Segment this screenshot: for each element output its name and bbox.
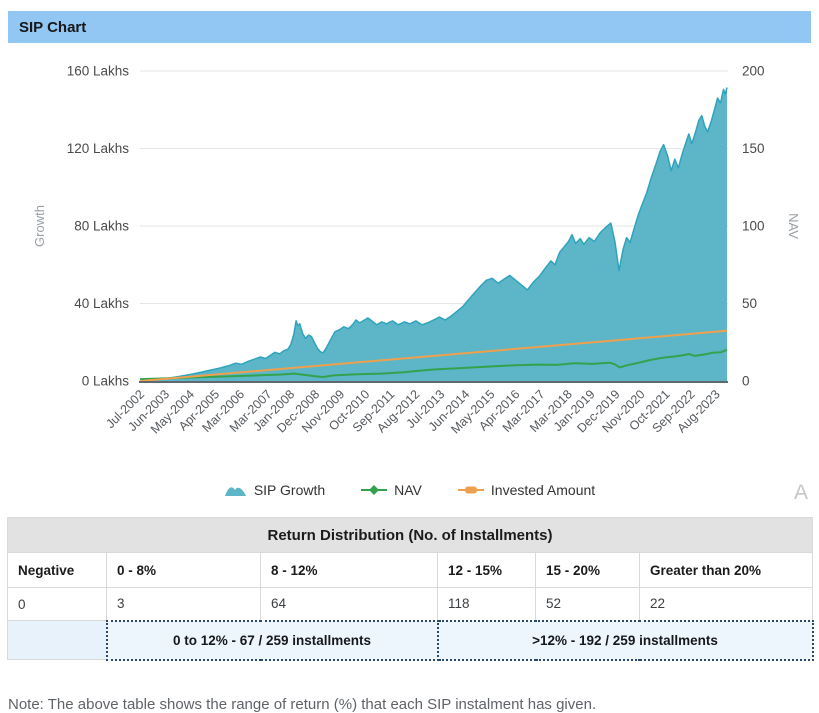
sip-growth-area-line bbox=[139, 87, 728, 382]
page-title: SIP Chart bbox=[19, 18, 87, 36]
legend-item-nav[interactable]: NAV bbox=[361, 482, 422, 498]
legend-label-sip-growth: SIP Growth bbox=[253, 482, 326, 498]
y-right-tick-label: 0 bbox=[742, 374, 750, 389]
return-distribution-table: Return Distribution (No. of Installments… bbox=[7, 517, 814, 661]
return-distribution-table-wrap: Return Distribution (No. of Installments… bbox=[7, 517, 814, 661]
col-header-8-12: 8 - 12% bbox=[260, 552, 438, 588]
table-caption-row: Return Distribution (No. of Installments… bbox=[7, 517, 813, 553]
col-header-gt-20: Greater than 20% bbox=[639, 552, 813, 588]
col-header-0-8: 0 - 8% bbox=[106, 552, 261, 588]
table-caption: Return Distribution (No. of Installments… bbox=[7, 517, 813, 553]
y-left-tick-label: 120 Lakhs bbox=[67, 141, 130, 156]
invested-amount-line bbox=[139, 329, 728, 382]
legend-label-invested-amount: Invested Amount bbox=[490, 482, 596, 498]
col-header-negative: Negative bbox=[7, 552, 107, 588]
y-left-axis-title: Growth bbox=[32, 205, 47, 247]
y-right-tick-label: 200 bbox=[742, 64, 765, 79]
summary-gt-12: >12% - 192 / 259 installments bbox=[436, 619, 814, 661]
value-12-15: 118 bbox=[437, 587, 536, 621]
col-header-15-20: 15 - 20% bbox=[535, 552, 640, 588]
sip-growth-area bbox=[140, 87, 727, 381]
value-8-12: 64 bbox=[260, 587, 438, 621]
y-right-axis-title: NAV bbox=[786, 213, 801, 239]
chart-canvas[interactable]: 0 Lakhs 40 Lakhs 80 Lakhs 120 Lakhs 160 Lakh… bbox=[0, 50, 819, 462]
value-15-20: 52 bbox=[535, 587, 640, 621]
y-left-tick-label: 80 Lakhs bbox=[74, 219, 129, 234]
legend-item-invested-amount[interactable]: Invested Amount bbox=[457, 482, 596, 498]
legend-item-sip-growth[interactable]: SIP Growth bbox=[224, 482, 325, 498]
y-right-tick-label: 50 bbox=[742, 296, 757, 311]
sip-growth-chart[interactable]: 0 Lakhs 40 Lakhs 80 Lakhs 120 Lakhs 160 Lakh… bbox=[0, 50, 819, 462]
chart-legend: SIP Growth NAV Invested Amount bbox=[0, 477, 819, 503]
value-0-8: 3 bbox=[106, 587, 261, 621]
nav-line-diamond-icon bbox=[361, 483, 388, 497]
col-header-12-15: 12 - 15% bbox=[437, 552, 536, 588]
value-negative: 0 bbox=[7, 587, 107, 621]
y-right-tick-label: 100 bbox=[742, 219, 765, 234]
invested-amount-dash-icon bbox=[457, 483, 484, 497]
summary-0-to-12: 0 to 12% - 67 / 259 installments bbox=[105, 619, 439, 661]
y-left-tick-label: 160 Lakhs bbox=[67, 64, 130, 79]
sip-growth-area-icon bbox=[224, 483, 247, 497]
legend-label-nav: NAV bbox=[394, 482, 422, 498]
y-right-tick-label: 150 bbox=[742, 141, 765, 156]
table-values-row: 0 3 64 118 52 22 bbox=[7, 587, 813, 621]
table-header-row: Negative 0 - 8% 8 - 12% 12 - 15% 15 - 20… bbox=[7, 552, 813, 588]
nav-line bbox=[139, 348, 728, 381]
title-bar: SIP Chart bbox=[8, 11, 811, 43]
summary-spacer-cell bbox=[7, 620, 107, 660]
table-summary-row: 0 to 12% - 67 / 259 installments >12% - … bbox=[7, 619, 814, 661]
watermark-letter: A bbox=[794, 481, 809, 504]
y-left-tick-label: 40 Lakhs bbox=[74, 296, 129, 311]
y-left-tick-label: 0 Lakhs bbox=[82, 374, 130, 389]
value-gt-20: 22 bbox=[639, 587, 813, 621]
